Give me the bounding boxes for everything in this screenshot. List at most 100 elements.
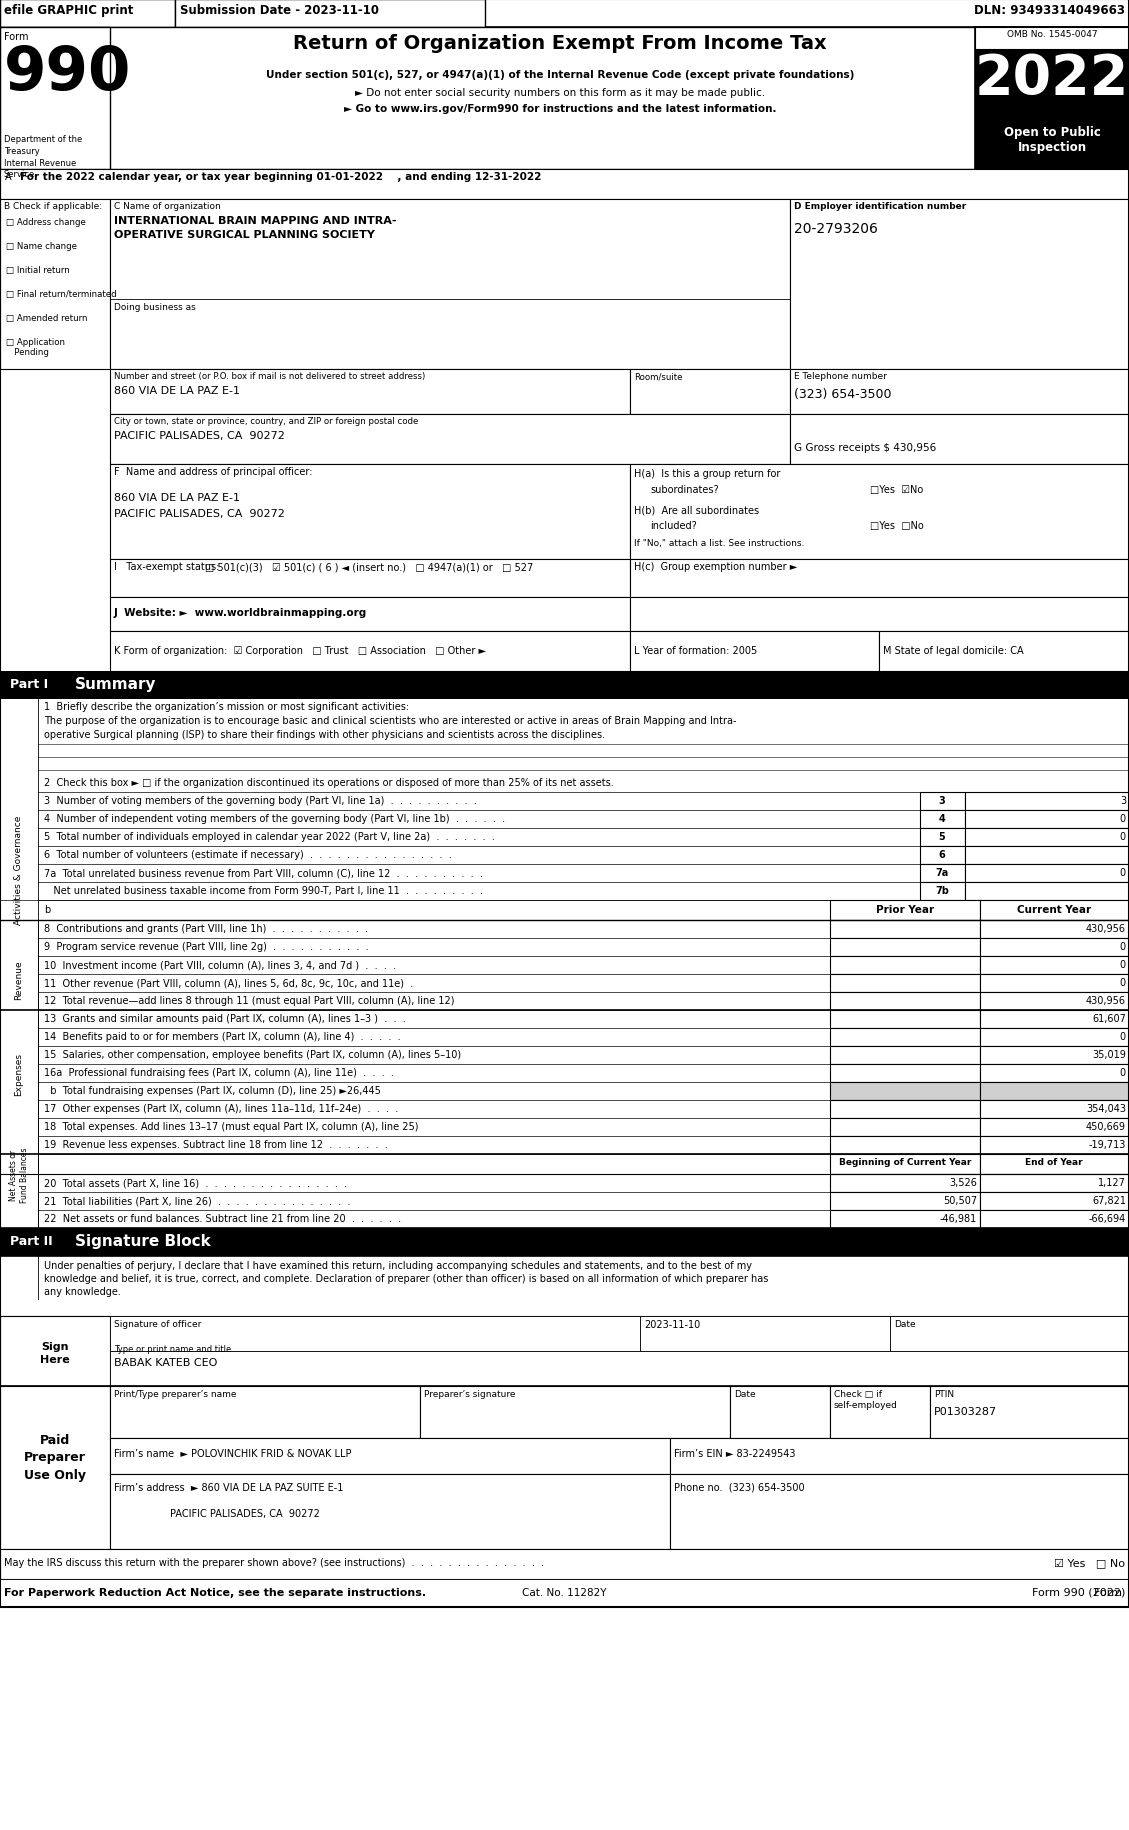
Bar xyxy=(630,560,1129,598)
Bar xyxy=(110,560,630,598)
Bar xyxy=(110,415,790,465)
Text: M State of legal domicile: CA: M State of legal domicile: CA xyxy=(883,646,1024,655)
Bar xyxy=(830,900,980,920)
Bar xyxy=(830,1100,980,1118)
Text: 22  Net assets or fund balances. Subtract line 21 from line 20  .  .  .  .  .  .: 22 Net assets or fund balances. Subtract… xyxy=(44,1213,401,1222)
Text: 11  Other revenue (Part VIII, column (A), lines 5, 6d, 8c, 9c, 10c, and 11e)  .: 11 Other revenue (Part VIII, column (A),… xyxy=(44,977,413,988)
Text: 7a: 7a xyxy=(935,867,948,878)
Bar xyxy=(830,1193,980,1210)
Text: b: b xyxy=(44,904,51,915)
Bar xyxy=(830,1028,980,1047)
Bar xyxy=(980,974,1129,992)
Text: Return of Organization Exempt From Income Tax: Return of Organization Exempt From Incom… xyxy=(294,35,826,53)
Bar xyxy=(0,1228,1129,1257)
Text: Prior Year: Prior Year xyxy=(876,904,934,915)
Text: J  Website: ►  www.worldbrainmapping.org: J Website: ► www.worldbrainmapping.org xyxy=(114,608,367,619)
Text: INTERNATIONAL BRAIN MAPPING AND INTRA-: INTERNATIONAL BRAIN MAPPING AND INTRA- xyxy=(114,216,396,225)
Text: H(c)  Group exemption number ►: H(c) Group exemption number ► xyxy=(634,562,797,571)
Bar xyxy=(0,170,1129,199)
Text: D Employer identification number: D Employer identification number xyxy=(794,201,966,210)
Text: □ 501(c)(3)   ☑ 501(c) ( 6 ) ◄ (insert no.)   □ 4947(a)(1) or   □ 527: □ 501(c)(3) ☑ 501(c) ( 6 ) ◄ (insert no.… xyxy=(205,562,533,571)
Text: P01303287: P01303287 xyxy=(934,1405,997,1416)
Text: 6  Total number of volunteers (estimate if necessary)  .  .  .  .  .  .  .  .  .: 6 Total number of volunteers (estimate i… xyxy=(44,849,452,860)
Bar xyxy=(110,199,790,370)
Text: ► Do not enter social security numbers on this form as it may be made public.: ► Do not enter social security numbers o… xyxy=(355,88,765,99)
Text: -46,981: -46,981 xyxy=(939,1213,977,1222)
Bar xyxy=(830,1082,980,1100)
Bar xyxy=(630,465,1129,560)
Text: H(a)  Is this a group return for: H(a) Is this a group return for xyxy=(634,468,780,479)
Text: Paid
Preparer
Use Only: Paid Preparer Use Only xyxy=(24,1433,86,1482)
Bar xyxy=(630,370,790,415)
Bar xyxy=(110,1475,669,1550)
Bar xyxy=(920,864,965,882)
Text: 860 VIA DE LA PAZ E-1: 860 VIA DE LA PAZ E-1 xyxy=(114,492,240,503)
Text: Revenue: Revenue xyxy=(15,959,24,999)
Text: 3: 3 xyxy=(938,796,945,805)
Bar xyxy=(0,0,1129,1607)
Text: 860 VIA DE LA PAZ E-1: 860 VIA DE LA PAZ E-1 xyxy=(114,386,240,395)
Bar xyxy=(890,1316,1129,1351)
Text: Part II: Part II xyxy=(10,1233,53,1248)
Text: 3,526: 3,526 xyxy=(949,1177,977,1188)
Text: 5: 5 xyxy=(938,831,945,842)
Bar xyxy=(980,1082,1129,1100)
Bar xyxy=(980,1065,1129,1082)
Bar xyxy=(630,598,1129,631)
Text: 430,956: 430,956 xyxy=(1086,996,1126,1005)
Text: subordinates?: subordinates? xyxy=(650,485,719,494)
Text: 0: 0 xyxy=(1120,1067,1126,1078)
Text: L Year of formation: 2005: L Year of formation: 2005 xyxy=(634,646,758,655)
Text: 35,019: 35,019 xyxy=(1092,1049,1126,1060)
Text: b  Total fundraising expenses (Part IX, column (D), line 25) ►26,445: b Total fundraising expenses (Part IX, c… xyxy=(44,1085,380,1096)
Bar xyxy=(830,957,980,974)
Bar xyxy=(920,829,965,847)
Bar xyxy=(830,1210,980,1228)
Bar xyxy=(830,1118,980,1136)
Text: PTIN: PTIN xyxy=(934,1389,954,1398)
Text: Print/Type preparer’s name: Print/Type preparer’s name xyxy=(114,1389,236,1398)
Bar xyxy=(830,1387,930,1438)
Bar xyxy=(790,199,1129,370)
Text: 61,607: 61,607 xyxy=(1092,1014,1126,1023)
Bar xyxy=(790,370,1129,415)
Bar xyxy=(110,1351,1129,1387)
Text: For the 2022 calendar year, or tax year beginning 01-01-2022    , and ending 12-: For the 2022 calendar year, or tax year … xyxy=(20,172,542,181)
Text: Expenses: Expenses xyxy=(15,1052,24,1096)
Text: 8  Contributions and grants (Part VIII, line 1h)  .  .  .  .  .  .  .  .  .  .  : 8 Contributions and grants (Part VIII, l… xyxy=(44,924,368,933)
Text: PACIFIC PALISADES, CA  90272: PACIFIC PALISADES, CA 90272 xyxy=(114,430,285,441)
Text: Number and street (or P.O. box if mail is not delivered to street address): Number and street (or P.O. box if mail i… xyxy=(114,371,426,381)
Text: 3: 3 xyxy=(1120,796,1126,805)
Text: May the IRS discuss this return with the preparer shown above? (see instructions: May the IRS discuss this return with the… xyxy=(5,1557,544,1566)
Bar xyxy=(830,1047,980,1065)
Bar xyxy=(0,199,110,370)
Text: 990: 990 xyxy=(5,44,131,102)
Text: □Yes  □No: □Yes □No xyxy=(870,522,924,531)
Bar xyxy=(830,992,980,1010)
Bar xyxy=(0,1387,110,1550)
Bar xyxy=(980,1010,1129,1028)
Bar xyxy=(980,1193,1129,1210)
Bar xyxy=(980,1210,1129,1228)
Bar xyxy=(980,1100,1129,1118)
Text: Firm’s EIN ► 83-2249543: Firm’s EIN ► 83-2249543 xyxy=(674,1448,796,1459)
Text: 18  Total expenses. Add lines 13–17 (must equal Part IX, column (A), line 25): 18 Total expenses. Add lines 13–17 (must… xyxy=(44,1122,419,1131)
Bar xyxy=(930,1387,1129,1438)
Text: The purpose of the organization is to encourage basic and clinical scientists wh: The purpose of the organization is to en… xyxy=(44,716,736,727)
Text: Signature of officer: Signature of officer xyxy=(114,1319,201,1329)
Text: Open to Public
Inspection: Open to Public Inspection xyxy=(1004,126,1101,154)
Text: 354,043: 354,043 xyxy=(1086,1103,1126,1113)
Bar xyxy=(0,27,1129,170)
Text: 9  Program service revenue (Part VIII, line 2g)  .  .  .  .  .  .  .  .  .  .  .: 9 Program service revenue (Part VIII, li… xyxy=(44,941,369,952)
Bar xyxy=(980,1118,1129,1136)
Bar xyxy=(965,829,1129,847)
Text: OMB No. 1545-0047: OMB No. 1545-0047 xyxy=(1007,29,1097,38)
Text: Form 990 (2022): Form 990 (2022) xyxy=(1032,1587,1124,1598)
Text: 0: 0 xyxy=(1120,814,1126,824)
Bar xyxy=(975,123,1129,170)
Text: Under section 501(c), 527, or 4947(a)(1) of the Internal Revenue Code (except pr: Under section 501(c), 527, or 4947(a)(1)… xyxy=(265,70,855,81)
Text: B Check if applicable:: B Check if applicable: xyxy=(5,201,102,210)
Bar xyxy=(920,847,965,864)
Text: Activities & Governance: Activities & Governance xyxy=(15,814,24,924)
Bar xyxy=(965,864,1129,882)
